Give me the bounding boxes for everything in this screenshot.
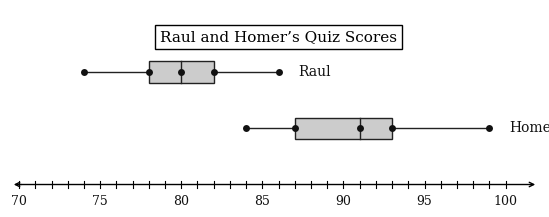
Text: 100: 100 [494, 195, 518, 208]
Text: Raul: Raul [298, 65, 330, 79]
Text: 75: 75 [92, 195, 108, 208]
Text: 70: 70 [11, 195, 27, 208]
Text: 90: 90 [335, 195, 351, 208]
Text: 85: 85 [254, 195, 270, 208]
Bar [149, 61, 214, 83]
Text: Raul and Homer’s Quiz Scores: Raul and Homer’s Quiz Scores [160, 30, 397, 44]
Bar [295, 118, 392, 139]
Text: Homer: Homer [509, 121, 549, 135]
Text: 80: 80 [173, 195, 189, 208]
Text: 95: 95 [417, 195, 433, 208]
